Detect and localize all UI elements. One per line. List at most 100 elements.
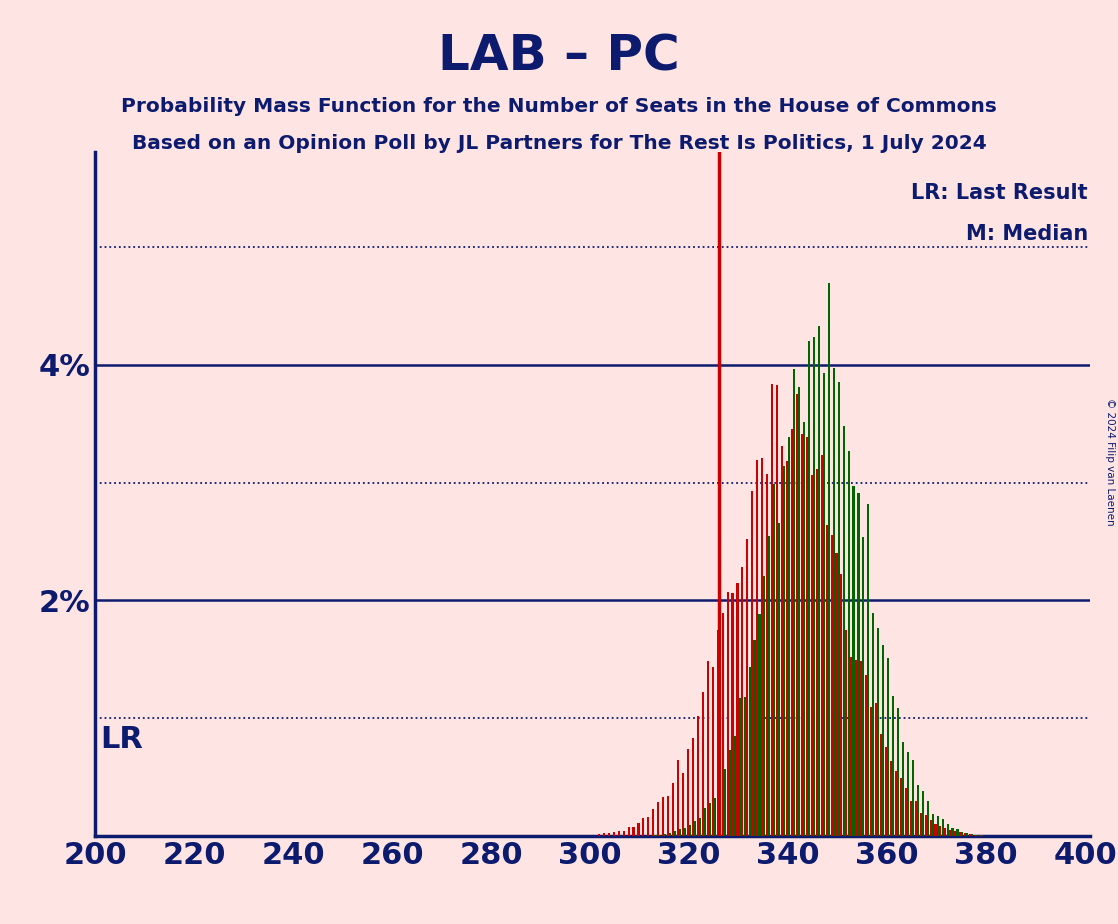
Bar — [758, 614, 760, 836]
Bar — [904, 788, 907, 836]
Bar — [793, 369, 795, 836]
Bar — [672, 783, 674, 836]
Bar — [853, 486, 854, 836]
Bar — [712, 667, 713, 836]
Bar — [885, 747, 887, 836]
Bar — [969, 834, 972, 836]
Bar — [902, 742, 904, 836]
Bar — [803, 422, 805, 836]
Bar — [598, 834, 600, 836]
Bar — [833, 369, 835, 836]
Bar — [727, 592, 729, 836]
Bar — [870, 707, 872, 836]
Text: © 2024 Filip van Laenen: © 2024 Filip van Laenen — [1106, 398, 1115, 526]
Bar — [976, 834, 978, 836]
Bar — [808, 341, 811, 836]
Bar — [741, 566, 743, 836]
Bar — [868, 505, 870, 836]
Bar — [729, 750, 731, 836]
Bar — [878, 627, 880, 836]
Bar — [880, 735, 882, 836]
Bar — [892, 696, 894, 836]
Text: LAB – PC: LAB – PC — [438, 32, 680, 80]
Bar — [776, 385, 778, 836]
Bar — [692, 738, 694, 836]
Bar — [910, 801, 912, 836]
Bar — [633, 827, 635, 836]
Bar — [929, 820, 931, 836]
Bar — [623, 831, 625, 836]
Bar — [949, 830, 951, 836]
Bar — [697, 716, 699, 836]
Bar — [972, 833, 974, 836]
Bar — [754, 640, 756, 836]
Bar — [707, 662, 709, 836]
Bar — [894, 771, 897, 836]
Bar — [714, 798, 716, 836]
Bar — [737, 583, 739, 836]
Bar — [875, 703, 878, 836]
Bar — [947, 824, 948, 836]
Bar — [723, 769, 726, 836]
Bar — [955, 831, 956, 836]
Bar — [890, 761, 892, 836]
Bar — [790, 429, 793, 836]
Bar — [749, 667, 750, 836]
Bar — [821, 456, 823, 836]
Bar — [721, 614, 723, 836]
Bar — [680, 830, 681, 836]
Bar — [900, 778, 902, 836]
Bar — [670, 833, 672, 836]
Bar — [657, 802, 660, 836]
Bar — [945, 828, 947, 836]
Bar — [888, 658, 889, 836]
Bar — [774, 484, 776, 836]
Bar — [739, 698, 741, 836]
Bar — [699, 818, 701, 836]
Bar — [966, 833, 968, 836]
Bar — [925, 815, 927, 836]
Bar — [941, 820, 944, 836]
Text: LR: LR — [100, 725, 143, 754]
Bar — [800, 434, 803, 836]
Bar — [858, 493, 860, 836]
Bar — [959, 832, 961, 836]
Bar — [643, 818, 644, 836]
Bar — [806, 437, 808, 836]
Bar — [768, 536, 770, 836]
Bar — [733, 736, 736, 836]
Bar — [882, 645, 884, 836]
Bar — [823, 372, 825, 836]
Bar — [813, 337, 815, 836]
Bar — [660, 834, 662, 836]
Bar — [684, 828, 686, 836]
Bar — [816, 469, 817, 836]
Bar — [831, 535, 833, 836]
Bar — [915, 801, 917, 836]
Bar — [843, 426, 845, 836]
Bar — [654, 835, 656, 836]
Bar — [694, 821, 697, 836]
Bar — [788, 437, 790, 836]
Bar — [771, 384, 774, 836]
Bar — [637, 823, 639, 836]
Bar — [686, 749, 689, 836]
Bar — [743, 697, 746, 836]
Bar — [818, 326, 819, 836]
Bar — [974, 834, 976, 836]
Bar — [825, 525, 827, 836]
Bar — [939, 826, 941, 836]
Text: LR: Last Result: LR: Last Result — [911, 183, 1088, 203]
Bar — [982, 835, 983, 836]
Bar — [964, 833, 966, 836]
Bar — [860, 661, 862, 836]
Bar — [613, 833, 615, 836]
Bar — [855, 661, 858, 836]
Bar — [979, 835, 982, 836]
Bar — [766, 473, 768, 836]
Bar — [841, 574, 843, 836]
Bar — [682, 773, 684, 836]
Bar — [608, 833, 609, 836]
Bar — [647, 817, 650, 836]
Bar — [664, 833, 666, 836]
